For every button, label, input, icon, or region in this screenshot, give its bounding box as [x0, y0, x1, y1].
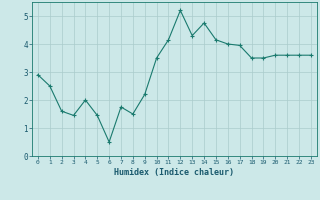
X-axis label: Humidex (Indice chaleur): Humidex (Indice chaleur): [115, 168, 234, 177]
